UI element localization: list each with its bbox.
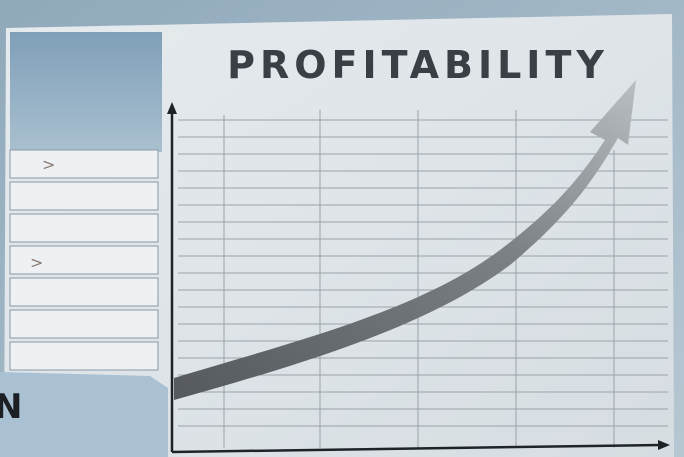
scene: > > N PROFITABILITY [0,0,684,457]
row-icon: > [30,253,43,272]
board-title: PROFITABILITY [227,43,609,87]
side-panel [10,32,162,152]
page: {"title": "PROFITABILITY", "edge_text": … [0,0,684,457]
edge-text: N [0,387,22,427]
row-icon: > [42,155,55,174]
front-block [0,372,168,457]
